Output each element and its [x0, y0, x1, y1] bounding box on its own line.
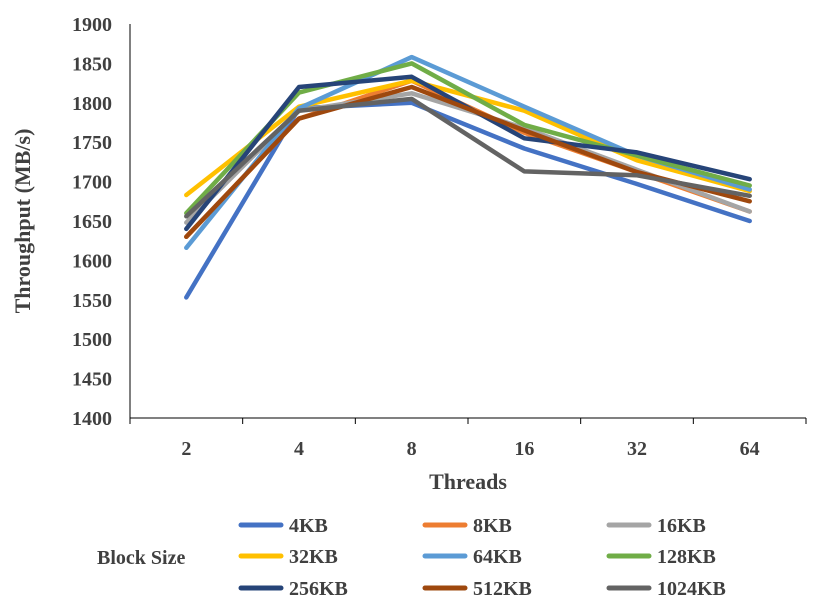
series-line-1024kb [184, 96, 752, 219]
legend-label-16kb: 16KB [657, 515, 706, 537]
x-tick-label: 8 [407, 438, 417, 460]
y-tick-label: 1500 [72, 329, 112, 351]
y-axis-title: Throughput (MB/s) [10, 129, 35, 314]
legend: 4KB 8KB 16KB 32KB 64KB 128KB 256KB 512KB 1024KB [238, 515, 726, 600]
x-tick-label: 32 [627, 438, 647, 460]
y-tick-label: 1700 [72, 172, 112, 194]
y-tick-labels: 1400 1450 1500 1550 1600 1650 1700 1750 1800 1850… [72, 14, 112, 430]
legend-label-4kb: 4KB [289, 515, 328, 537]
series-lines [184, 54, 752, 300]
legend-label-512kb: 512KB [473, 578, 532, 600]
x-tick-labels: 2 4 8 16 32 64 [129, 418, 807, 460]
x-axis-title: Threads [429, 469, 507, 494]
y-tick-label: 1550 [72, 290, 112, 312]
x-tick-label: 16 [514, 438, 534, 460]
x-tick-label: 4 [294, 438, 304, 460]
x-tick-label: 2 [181, 438, 191, 460]
legend-label-128kb: 128KB [657, 546, 716, 568]
y-tick-label: 1600 [72, 250, 112, 272]
y-tick-label: 1750 [72, 132, 112, 154]
legend-label-32kb: 32KB [289, 546, 338, 568]
legend-label-1024kb: 1024KB [657, 578, 726, 600]
y-tick-label: 1450 [72, 369, 112, 391]
y-tick-label: 1900 [72, 14, 112, 36]
x-tick-label: 64 [740, 438, 760, 460]
legend-label-8kb: 8KB [473, 515, 512, 537]
legend-label-64kb: 64KB [473, 546, 522, 568]
y-tick-label: 1650 [72, 211, 112, 233]
legend-title: Block Size [97, 547, 185, 569]
series-line-4kb [184, 100, 752, 300]
y-tick-label: 1800 [72, 93, 112, 115]
legend-label-256kb: 256KB [289, 578, 348, 600]
y-tick-label: 1850 [72, 53, 112, 75]
y-tick-label: 1400 [72, 408, 112, 430]
